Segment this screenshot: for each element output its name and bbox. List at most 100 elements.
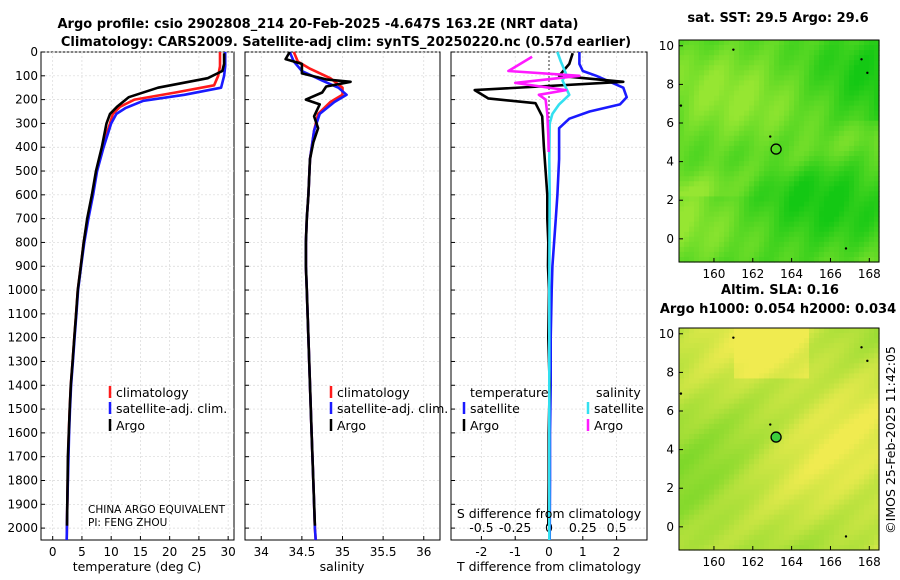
- sst-map-cell: [699, 60, 705, 66]
- sla-map-cell: [844, 529, 850, 536]
- sst-map-cell: [824, 191, 830, 198]
- sst-map-cell: [834, 191, 840, 198]
- sla-map-cell: [854, 504, 860, 511]
- sst-map-cell: [839, 176, 845, 182]
- sst-map-cell: [869, 226, 875, 233]
- sst-map-cell: [764, 135, 770, 142]
- sst-map-cell: [734, 145, 740, 152]
- sla-map-cell: [869, 388, 875, 395]
- sla-map-cell: [819, 398, 825, 405]
- sst-map-cell: [699, 40, 705, 46]
- sst-map-cell: [799, 55, 805, 61]
- sst-map-cell: [759, 135, 765, 142]
- sst-map-cell: [779, 130, 785, 137]
- sla-map-cell: [854, 433, 860, 440]
- sst-map-cell: [809, 206, 815, 213]
- sla-map-cell: [709, 489, 715, 496]
- sla-map-cell: [679, 544, 685, 551]
- sla-map-cell: [779, 353, 785, 359]
- sla-map-cell: [689, 479, 695, 486]
- sst-map-cell: [849, 120, 855, 127]
- sla-map-cell: [794, 413, 800, 420]
- sst-map-cell: [719, 246, 725, 253]
- sst-map-cell: [739, 95, 745, 102]
- sla-map-cell: [779, 363, 785, 369]
- sla-map-cell: [709, 343, 715, 349]
- sla-map-cell: [794, 494, 800, 501]
- sst-map-cell: [794, 161, 800, 167]
- sla-map-cell: [739, 408, 745, 415]
- sla-map-cell: [704, 474, 710, 480]
- sst-map-cell: [739, 115, 745, 122]
- sla-map-cell: [724, 444, 730, 450]
- sla-map-cell: [864, 383, 870, 390]
- sst-map-cell: [874, 70, 880, 76]
- sst-map-cell: [704, 156, 710, 162]
- sla-map-cell: [824, 333, 830, 339]
- sst-map-cell: [774, 65, 780, 71]
- sla-map-cell: [719, 353, 725, 359]
- sla-map-cell: [814, 534, 820, 541]
- sst-map-cell: [854, 40, 860, 46]
- sst-map-cell: [844, 80, 850, 87]
- sst-map-cell: [874, 211, 880, 218]
- sla-map-cell: [834, 469, 840, 475]
- sla-map-cell: [744, 343, 750, 349]
- sla-map-cell: [789, 378, 795, 385]
- sla-map-cell: [864, 439, 870, 445]
- sst-map-cell: [684, 40, 690, 46]
- sst-map-cell: [874, 236, 880, 243]
- sla-map-cell: [844, 444, 850, 450]
- sla-map-cell: [764, 378, 770, 385]
- sst-map-cell: [799, 256, 805, 263]
- sla-map-cell: [844, 494, 850, 501]
- sst-map-cell: [784, 196, 790, 203]
- sst-map-cell: [799, 45, 805, 51]
- sla-map-cell: [859, 368, 865, 375]
- sla-map-cell: [824, 494, 830, 501]
- sst-map-cell: [729, 75, 735, 81]
- sst-map-cell: [679, 50, 685, 56]
- sst-map-cell: [744, 130, 750, 137]
- sst-map-cell: [704, 236, 710, 243]
- sla-map-cell: [754, 353, 760, 359]
- sla-map-cell: [874, 464, 880, 470]
- sst-map-cell: [744, 211, 750, 218]
- sla-map-cell: [829, 413, 835, 420]
- sst-map-cell: [704, 80, 710, 87]
- sst-map-cell: [794, 181, 800, 187]
- sla-map-cell: [859, 544, 865, 551]
- sla-map-cell: [754, 368, 760, 375]
- sst-map-cell: [769, 50, 775, 56]
- sla-map-cell: [684, 539, 690, 546]
- sla-map-cell: [744, 358, 750, 364]
- sst-map-cell: [709, 161, 715, 167]
- sla-map-cell: [759, 509, 765, 516]
- sst-map-cell: [834, 140, 840, 147]
- sst-map-cell: [874, 231, 880, 238]
- sla-map-cell: [869, 408, 875, 415]
- sst-map-cell: [819, 186, 825, 192]
- sst-map-cell: [729, 201, 735, 208]
- sla-map-cell: [754, 333, 760, 339]
- sst-map-cell: [824, 241, 830, 248]
- sla-map-cell: [799, 363, 805, 369]
- sst-map-cell: [764, 201, 770, 208]
- sst-map-cell: [734, 80, 740, 87]
- sst-map-cell: [684, 181, 690, 187]
- sla-map-cell: [679, 439, 685, 445]
- sla-map-cell: [749, 408, 755, 415]
- sst-map-cell: [744, 201, 750, 208]
- sst-map-cell: [844, 130, 850, 137]
- sla-map-ytick-label: 0: [666, 520, 674, 534]
- sla-map-cell: [834, 413, 840, 420]
- sla-map-cell: [749, 459, 755, 465]
- sst-map-cell: [789, 156, 795, 162]
- sst-map-cell: [809, 65, 815, 71]
- sla-map-cell: [809, 499, 815, 506]
- sla-map-cell: [804, 469, 810, 475]
- sla-map-cell: [734, 433, 740, 440]
- sla-map-cell: [799, 428, 805, 435]
- sla-map-ytick-label: 4: [666, 443, 674, 457]
- sst-map-cell: [699, 100, 705, 107]
